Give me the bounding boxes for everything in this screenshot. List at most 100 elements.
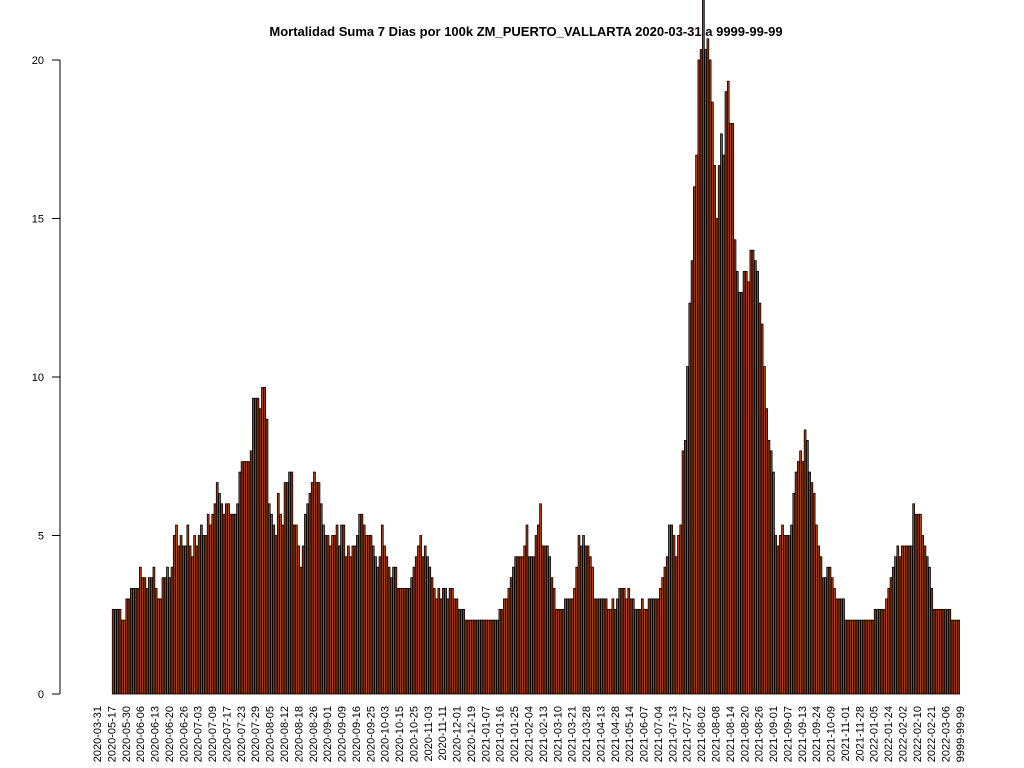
bar: [756, 271, 759, 695]
bar: [184, 545, 187, 695]
bar: [200, 524, 203, 695]
bars-group: [111, 0, 960, 695]
bar: [444, 588, 447, 695]
bar: [602, 598, 606, 695]
bar: [136, 588, 140, 695]
x-tick-label: 2020-10-15: [394, 706, 406, 762]
bar: [516, 556, 520, 695]
bar: [837, 598, 841, 695]
bar: [898, 556, 902, 695]
bar: [891, 566, 895, 695]
bar: [851, 619, 854, 695]
bar: [787, 535, 791, 695]
bar: [790, 524, 793, 695]
bar: [245, 461, 248, 695]
bar: [914, 513, 918, 695]
bar: [512, 566, 515, 695]
bar: [697, 59, 701, 695]
bar: [711, 101, 714, 695]
bar: [414, 556, 418, 695]
bar: [367, 535, 371, 695]
bar: [591, 566, 594, 695]
bar: [505, 598, 508, 695]
bar: [432, 588, 436, 695]
bar: [166, 566, 169, 695]
bar: [215, 482, 219, 695]
bar: [256, 397, 260, 695]
bar: [792, 492, 796, 695]
bar: [283, 482, 287, 695]
bar: [342, 524, 346, 695]
bar: [810, 482, 814, 695]
bar: [555, 608, 558, 695]
bar: [821, 577, 825, 695]
bar: [527, 556, 531, 695]
bar: [326, 535, 330, 695]
bar: [611, 598, 615, 695]
y-tick-label: 5: [38, 531, 44, 543]
x-tick-label: 2020-06-06: [135, 706, 147, 762]
bar: [258, 408, 262, 695]
bar: [152, 566, 156, 695]
bar: [408, 588, 411, 695]
bar: [668, 524, 671, 695]
bar: [376, 566, 380, 695]
bar: [464, 619, 468, 695]
bar: [148, 577, 151, 695]
bar: [498, 608, 502, 695]
bar: [356, 535, 359, 695]
bar: [708, 59, 712, 695]
bar: [588, 556, 592, 695]
bar: [358, 513, 362, 695]
bar: [769, 450, 773, 695]
bar: [661, 577, 664, 695]
x-tick-label: 2020-05-30: [121, 706, 133, 762]
bar: [263, 387, 267, 695]
bar: [751, 249, 755, 695]
bar: [317, 482, 321, 695]
bar: [566, 598, 570, 695]
x-tick-label: 2021-07-27: [682, 706, 694, 762]
x-tick-label: 2021-02-04: [524, 706, 536, 762]
bar: [206, 513, 210, 695]
bar: [168, 577, 172, 695]
bar: [267, 503, 271, 695]
bar: [663, 566, 667, 695]
bar: [903, 545, 906, 695]
x-tick-label: 2020-07-29: [250, 706, 262, 762]
bar: [910, 545, 913, 695]
bar: [240, 461, 244, 695]
bar: [469, 619, 472, 695]
bar: [322, 524, 325, 695]
bar: [276, 492, 280, 695]
bar: [347, 545, 350, 695]
bar: [760, 323, 764, 695]
bar: [781, 524, 784, 695]
bar: [776, 545, 780, 695]
bar: [292, 524, 296, 695]
bar: [631, 598, 635, 695]
bar: [928, 566, 931, 695]
bar: [247, 461, 251, 695]
bar: [735, 271, 739, 695]
bar: [193, 535, 196, 695]
bar: [145, 588, 149, 695]
bar: [577, 535, 581, 695]
bar: [462, 608, 466, 695]
bar: [670, 524, 674, 695]
bar: [717, 165, 721, 695]
x-tick-label: 2021-03-21: [567, 706, 579, 762]
bar: [686, 366, 689, 695]
x-tick-label: 2020-07-17: [221, 706, 233, 762]
bar: [335, 524, 339, 695]
bar: [905, 545, 909, 695]
bar: [568, 598, 572, 695]
bar: [157, 598, 160, 695]
bar: [421, 556, 425, 695]
x-tick-label: 2021-11-01: [840, 706, 852, 761]
bar: [233, 513, 237, 695]
bar: [349, 556, 352, 695]
bar: [692, 186, 696, 695]
bar: [720, 133, 723, 695]
bar: [839, 598, 843, 695]
